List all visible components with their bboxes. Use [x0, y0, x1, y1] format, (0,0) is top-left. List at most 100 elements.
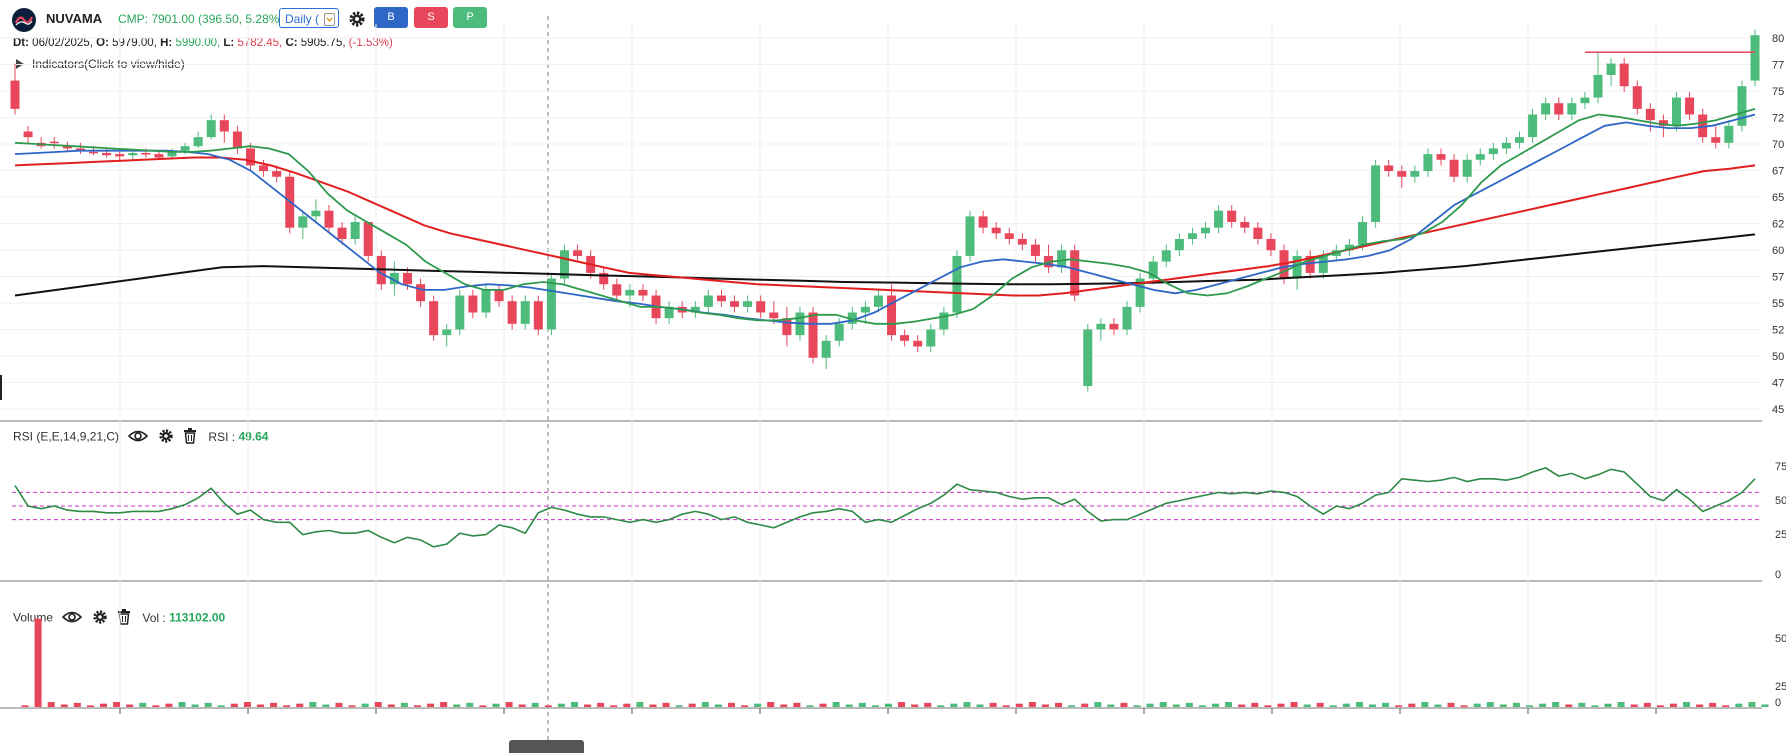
candle-body	[651, 295, 661, 319]
candle-body	[677, 306, 687, 313]
candle-body	[1044, 255, 1054, 268]
eye-icon[interactable]	[62, 610, 83, 627]
rsi-value-label: RSI :	[208, 429, 236, 444]
volume-bar	[1159, 702, 1167, 707]
volume-bar	[727, 702, 735, 707]
interval-select[interactable]: Daily (	[279, 8, 339, 28]
candle-body	[756, 301, 766, 313]
candle-body	[1331, 250, 1341, 256]
candle-body	[1174, 238, 1184, 251]
trash-icon[interactable]	[117, 609, 131, 628]
candle-body	[49, 141, 59, 144]
candle-body	[1528, 114, 1538, 138]
candle-body	[141, 152, 151, 155]
p-button[interactable]: P	[453, 7, 487, 28]
volume-bar	[884, 703, 892, 707]
volume-bar	[1028, 702, 1036, 707]
candle-body	[821, 340, 831, 358]
buy-button[interactable]: B	[374, 7, 408, 28]
candle-body	[1750, 35, 1760, 81]
volume-axis-label: 25	[1775, 681, 1786, 693]
candle-body	[324, 210, 334, 228]
sell-button[interactable]: S	[414, 7, 448, 28]
volume-bar	[1094, 702, 1102, 707]
candle-body	[625, 289, 635, 296]
volume-axis-label: 50	[1775, 633, 1786, 645]
candle-body	[703, 295, 713, 307]
volume-bar	[34, 618, 42, 707]
price-axis-label: 47	[1772, 378, 1784, 390]
candle-body	[1593, 74, 1603, 98]
gear-icon[interactable]	[92, 609, 108, 628]
volume-bar	[1277, 703, 1285, 707]
volume-bar	[283, 705, 291, 707]
candle-body	[1161, 250, 1171, 262]
volume-bar	[741, 705, 749, 707]
volume-bar	[1185, 702, 1193, 707]
volume-bar	[230, 703, 238, 707]
price-axis-label: 45	[1772, 404, 1784, 416]
candle-body	[1266, 238, 1276, 251]
volume-bar	[963, 702, 971, 707]
volume-bar	[335, 702, 343, 707]
symbol-name: NUVAMA	[46, 11, 103, 26]
volume-bar	[714, 704, 722, 707]
candle-body	[481, 289, 491, 313]
low-label: L:	[223, 37, 235, 49]
candle-body	[442, 329, 452, 336]
volume-bar	[911, 704, 919, 707]
volume-bar	[544, 705, 552, 707]
axes: 8077757270676562605755525047457550250502…	[119, 33, 1786, 714]
candle-body	[1724, 125, 1734, 143]
eye-icon[interactable]	[128, 429, 149, 446]
candle-body	[1462, 159, 1472, 177]
candle-body	[1410, 171, 1420, 177]
gear-icon[interactable]	[158, 428, 174, 447]
candle-body	[389, 272, 399, 285]
ema-long-line	[14, 156, 1756, 297]
price-axis-label: 65	[1772, 192, 1784, 204]
volume-bar	[1290, 702, 1298, 707]
candle-body	[873, 295, 883, 307]
price-axis-label: 77	[1772, 60, 1784, 72]
candle-body	[769, 312, 779, 319]
volume-bar	[1342, 703, 1350, 707]
change-percent: (-1.53%)	[348, 37, 393, 49]
volume-bar	[152, 705, 160, 707]
candle-body	[285, 176, 295, 228]
volume-bar	[1015, 703, 1023, 707]
candle-body	[1475, 154, 1485, 160]
volume-bar	[1251, 702, 1259, 707]
rsi-line	[14, 467, 1756, 548]
candle-body	[167, 150, 177, 157]
candle-body	[1619, 63, 1629, 87]
indicators-toggle[interactable]: Indicators(Click to view/hide)	[16, 57, 185, 71]
candle-body	[1371, 165, 1381, 222]
price-axis-label: 50	[1772, 351, 1784, 363]
gear-icon[interactable]	[348, 10, 366, 28]
candle-body	[1606, 63, 1616, 75]
volume-bar	[73, 702, 81, 707]
candle-body	[533, 301, 543, 330]
candle-body	[1567, 103, 1577, 115]
candle-body	[23, 131, 33, 138]
candle-body	[1004, 233, 1014, 239]
volume-bar	[871, 705, 879, 707]
volume-bar	[1565, 704, 1573, 707]
trash-icon[interactable]	[183, 428, 197, 447]
volume-bar	[1604, 703, 1612, 707]
rsi-panel	[12, 467, 1762, 548]
volume-panel	[21, 618, 1769, 707]
volume-axis-label: 0	[1775, 697, 1781, 709]
candle-body	[1096, 323, 1106, 330]
candle-body	[860, 306, 870, 313]
volume-bar	[322, 704, 330, 707]
candle-body	[468, 295, 478, 313]
candle-body	[1279, 250, 1289, 279]
volume-bar	[270, 702, 278, 707]
volume-bar	[1198, 705, 1206, 707]
volume-bar	[99, 703, 107, 707]
candle-body	[1645, 108, 1655, 121]
candle-body	[926, 329, 936, 347]
